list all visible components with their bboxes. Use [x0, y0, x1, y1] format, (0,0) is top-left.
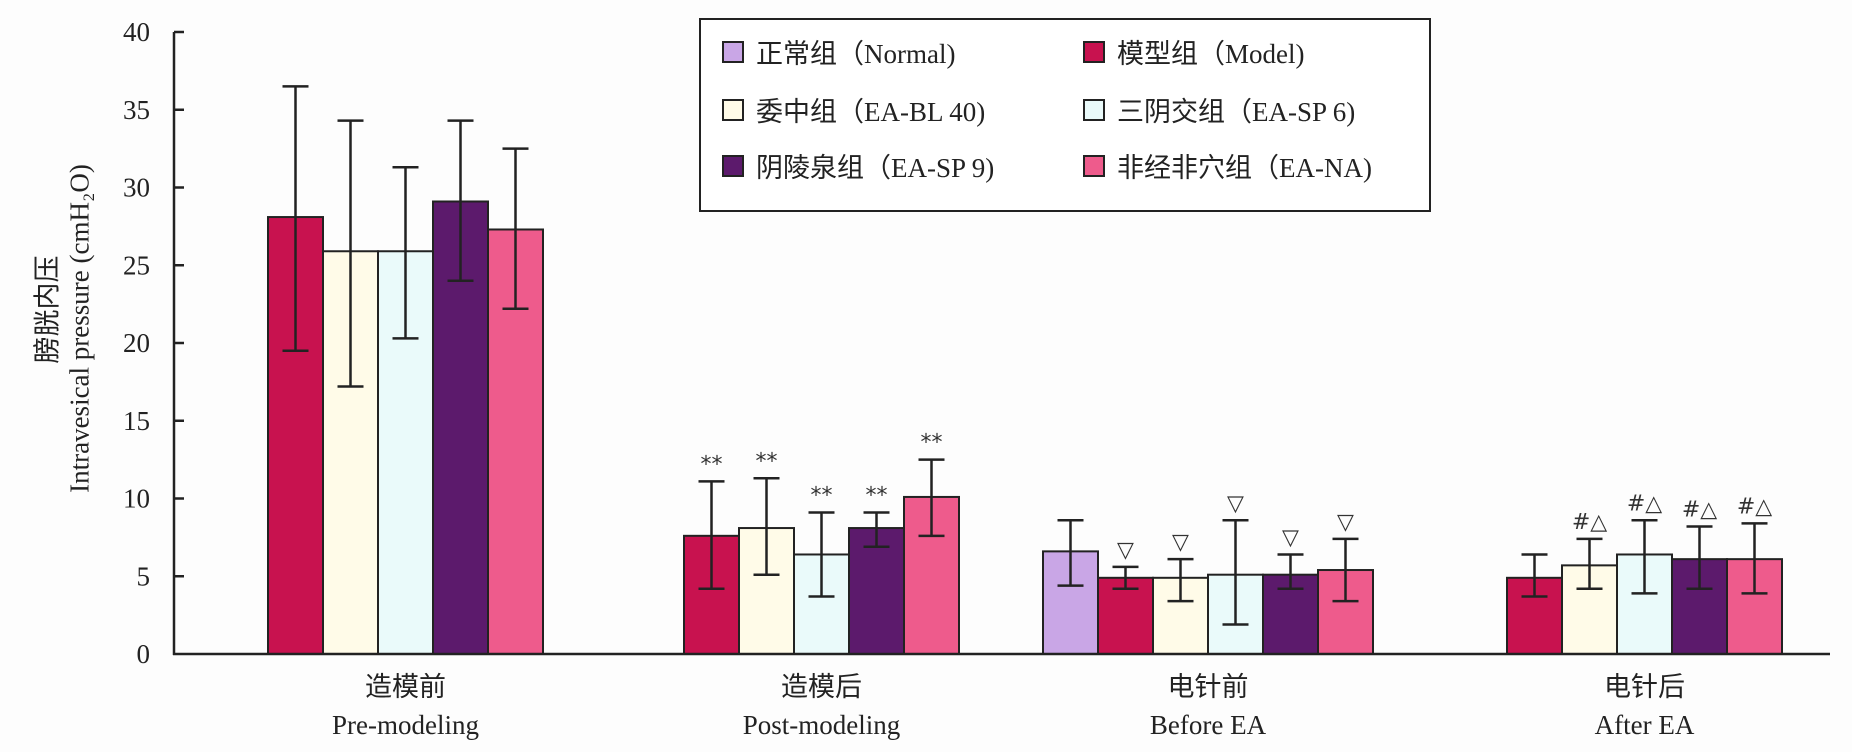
- x-tick-label: 造模前 Pre-modeling: [256, 668, 556, 744]
- y-axis-title-cn: 膀胱内压: [32, 255, 63, 364]
- y-tick-label: 30: [123, 173, 150, 203]
- significance-annotation: #△: [1682, 497, 1717, 522]
- bars-layer: [267, 200, 1783, 656]
- significance-annotation: #△: [1737, 494, 1772, 519]
- y-tick-label: 35: [123, 95, 150, 125]
- bar: [1097, 576, 1154, 655]
- y-tick-label: 5: [137, 561, 151, 591]
- legend-item: 模型组（Model): [1083, 32, 1304, 71]
- legend: 正常组（Normal) 模型组（Model) 委中组（EA-BL 40) 三阴交…: [699, 18, 1431, 212]
- x-tick-label-en: Pre-modeling: [332, 710, 479, 740]
- y-axis-title-en: Intravesical pressure (cmH₂O): [64, 164, 95, 493]
- legend-label: 正常组（Normal): [756, 39, 956, 69]
- significance-annotation: #△: [1572, 510, 1607, 535]
- significance-annotation: **: [811, 483, 833, 508]
- legend-item: 非经非穴组（EA-NA): [1083, 146, 1372, 185]
- significance-annotation: **: [756, 449, 778, 474]
- significance-annotation: ▽: [1172, 530, 1189, 555]
- legend-item: 三阴交组（EA-SP 6): [1083, 90, 1355, 129]
- x-tick-label: 电针前 Before EA: [1058, 668, 1358, 744]
- legend-swatch: [722, 98, 744, 121]
- y-tick-label: 25: [123, 250, 150, 280]
- y-ticks-layer: 0 5 10 15 20 25 30 35 40: [123, 17, 184, 669]
- x-tick-label: 电针后 After EA: [1495, 668, 1795, 744]
- legend-label: 阴陵泉组（EA-SP 9): [756, 153, 995, 183]
- y-tick-label: 10: [123, 484, 150, 514]
- legend-item: 阴陵泉组（EA-SP 9): [722, 146, 994, 185]
- y-tick-label: 40: [123, 17, 150, 47]
- significance-annotation: **: [701, 452, 723, 477]
- annotations-layer: ** ** ** ** ** ▽ ▽ ▽ ▽ ▽ #△ #△ #△ #△: [701, 431, 1773, 563]
- x-tick-label-cn: 电针后: [1604, 672, 1685, 702]
- significance-annotation: ▽: [1282, 525, 1299, 550]
- significance-annotation: ▽: [1117, 538, 1134, 563]
- legend-swatch: [722, 154, 744, 177]
- significance-annotation: #△: [1627, 491, 1662, 516]
- legend-swatch: [1083, 40, 1105, 63]
- legend-label: 三阴交组（EA-SP 6): [1117, 97, 1356, 127]
- y-tick-label: 20: [123, 328, 150, 358]
- x-tick-label-en: Before EA: [1149, 710, 1267, 740]
- bar: [1506, 576, 1563, 655]
- legend-swatch: [1083, 154, 1105, 177]
- x-tick-label: 造模后 Post-modeling: [672, 668, 972, 744]
- x-tick-label-en: After EA: [1594, 710, 1695, 740]
- legend-label: 非经非穴组（EA-NA): [1117, 153, 1372, 183]
- x-tick-label-cn: 造模后: [781, 672, 862, 702]
- legend-item: 正常组（Normal): [722, 32, 955, 71]
- x-tick-label-en: Post-modeling: [742, 710, 901, 740]
- legend-item: 委中组（EA-BL 40): [722, 90, 985, 129]
- significance-annotation: ▽: [1337, 510, 1354, 535]
- legend-swatch: [1083, 98, 1105, 121]
- significance-annotation: ▽: [1227, 491, 1244, 516]
- error-bars-layer: [282, 85, 1768, 626]
- legend-swatch: [722, 40, 744, 63]
- y-tick-label: 15: [123, 406, 150, 436]
- significance-annotation: **: [866, 483, 888, 508]
- y-tick-label: 0: [137, 639, 151, 669]
- significance-annotation: **: [921, 431, 943, 456]
- x-tick-label-cn: 造模前: [365, 672, 446, 702]
- x-tick-label-cn: 电针前: [1167, 672, 1249, 702]
- legend-label: 模型组（Model): [1117, 39, 1305, 69]
- legend-label: 委中组（EA-BL 40): [756, 97, 986, 127]
